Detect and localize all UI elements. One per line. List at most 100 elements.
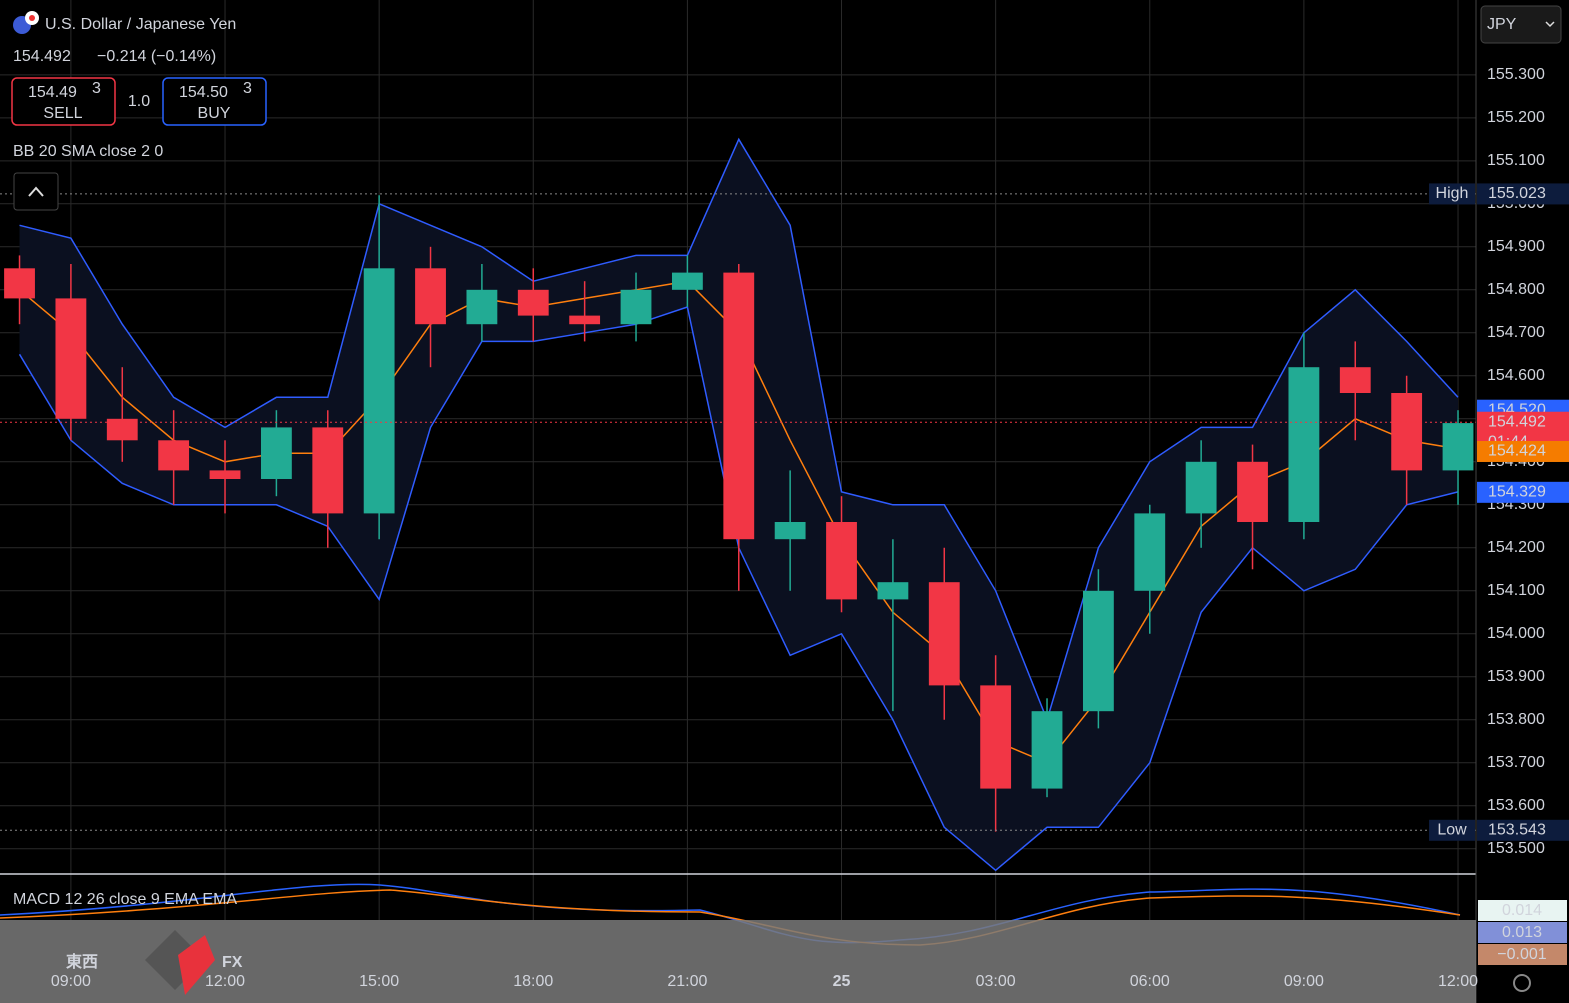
candle-body <box>415 268 446 325</box>
watermark-logo <box>178 935 215 995</box>
buy-sup: 3 <box>243 80 252 97</box>
collapse-button[interactable] <box>13 172 59 211</box>
x-tick-label: 06:00 <box>1130 973 1170 990</box>
candle-body <box>723 272 755 540</box>
currency: JPY <box>1487 16 1517 33</box>
dropdown-icon <box>1545 21 1555 28</box>
price-tag-label: 154.329 <box>1488 484 1546 501</box>
price-tags: 155.023High154.520154.49201:44154.424154… <box>1429 183 1569 841</box>
candle-body <box>1237 461 1268 522</box>
candle-body <box>466 289 498 325</box>
macd-readouts: 0.014 0.013 −0.001 <box>1478 900 1567 965</box>
buy-button[interactable] <box>162 77 267 126</box>
candle-body <box>928 582 960 686</box>
x-axis: 09:00 12:00 15:00 18:00 21:00 25 03:00 06:00 09:… <box>51 973 1478 990</box>
macd-readout: 0.013 <box>1502 924 1542 941</box>
y-tick-label: 154.700 <box>1487 324 1545 341</box>
bottom-overlay <box>0 920 1476 1003</box>
currency-select[interactable] <box>1480 5 1562 44</box>
y-tick-label: 154.600 <box>1487 367 1545 384</box>
y-tick-label: 153.900 <box>1487 668 1545 685</box>
watermark: 東西 FX <box>66 930 243 995</box>
candle-body <box>1391 393 1423 471</box>
y-tick-label: 155.300 <box>1487 66 1545 83</box>
candle-body <box>620 289 652 325</box>
sell-price: 154.49 <box>28 84 77 101</box>
y-tick-label: 155.200 <box>1487 109 1545 126</box>
y-tick-label: 153.800 <box>1487 711 1545 728</box>
indicator-label: BB 20 SMA close 2 0 <box>13 143 163 160</box>
watermark-left: 東西 <box>66 952 98 971</box>
x-tick-label: 15:00 <box>359 973 399 990</box>
x-tick-label: 09:00 <box>51 973 91 990</box>
plot <box>0 137 1476 872</box>
y-tick-label: 153.700 <box>1487 754 1545 771</box>
candle-body <box>55 298 87 419</box>
price-tag <box>1429 819 1475 841</box>
candle-body <box>106 418 138 441</box>
candle-body <box>1442 423 1474 471</box>
change: −0.214 (−0.14%) <box>97 48 216 65</box>
macd-readout: −0.001 <box>1497 946 1546 963</box>
x-tick-label: 09:00 <box>1284 973 1324 990</box>
y-tick-label: 154.000 <box>1487 625 1545 642</box>
macd-title: MACD 12 26 close 9 EMA EMA <box>13 891 237 908</box>
y-tick-label: 154.100 <box>1487 582 1545 599</box>
buy-label: BUY <box>198 105 231 122</box>
candle-body <box>774 521 806 540</box>
settings-icon[interactable] <box>1513 974 1531 992</box>
y-tick-label: 155.100 <box>1487 152 1545 169</box>
band-upper <box>19 137 1459 723</box>
readout-box <box>1478 944 1567 965</box>
y-tick-label: 153.600 <box>1487 797 1545 814</box>
candle-body <box>1288 367 1320 522</box>
y-tick-label: 154.900 <box>1487 238 1545 255</box>
candle-body <box>1185 461 1217 514</box>
candle-body <box>1082 590 1114 712</box>
candle-body <box>517 289 549 316</box>
x-tick-label: 12:00 <box>205 973 245 990</box>
candle-body <box>1031 711 1063 789</box>
candle-body <box>158 440 190 471</box>
candle-body <box>1339 367 1371 394</box>
price-tag <box>1477 481 1569 503</box>
candle-body <box>826 521 857 600</box>
y-tick-label: 153.500 <box>1487 840 1545 857</box>
watermark-right: FX <box>222 954 243 971</box>
x-tick-label: 18:00 <box>513 973 553 990</box>
y-tick-label: 154.200 <box>1487 539 1545 556</box>
candle-body <box>671 272 703 290</box>
price-tag <box>1477 819 1569 841</box>
readout-box <box>1478 900 1567 921</box>
price-tag <box>1477 183 1569 205</box>
price-tag-label: 154.424 <box>1488 443 1546 460</box>
sell-sup: 3 <box>92 80 101 97</box>
last-price: 154.492 <box>13 48 71 65</box>
candle-body <box>877 582 909 600</box>
readout-box <box>1478 922 1567 943</box>
price-tag-label: 154.492 <box>1488 413 1546 430</box>
price-tag <box>1477 440 1569 462</box>
sell-button[interactable] <box>11 77 116 126</box>
x-tick-label: 25 <box>833 973 851 990</box>
y-tick-label: 154.800 <box>1487 281 1545 298</box>
candle-body <box>569 315 601 325</box>
macd-readout: 0.014 <box>1502 902 1542 919</box>
price-tag-name: High <box>1436 185 1469 202</box>
sell-label: SELL <box>43 105 82 122</box>
candle-body <box>4 268 35 299</box>
header: U.S. Dollar / Japanese Yen 154.492 −0.21… <box>11 5 1562 992</box>
symbol: U.S. Dollar / Japanese Yen <box>45 16 236 33</box>
price-tag-label: 155.023 <box>1488 185 1546 202</box>
candle-body <box>260 427 292 479</box>
candle-body <box>209 470 241 479</box>
candle-body <box>980 685 1012 789</box>
chevron-icon <box>28 186 44 197</box>
x-tick-label: 03:00 <box>976 973 1016 990</box>
candle-body <box>363 268 395 514</box>
x-tick-label: 12:00 <box>1438 973 1478 990</box>
candle-body <box>1134 513 1166 591</box>
quantity[interactable]: 1.0 <box>128 93 150 110</box>
